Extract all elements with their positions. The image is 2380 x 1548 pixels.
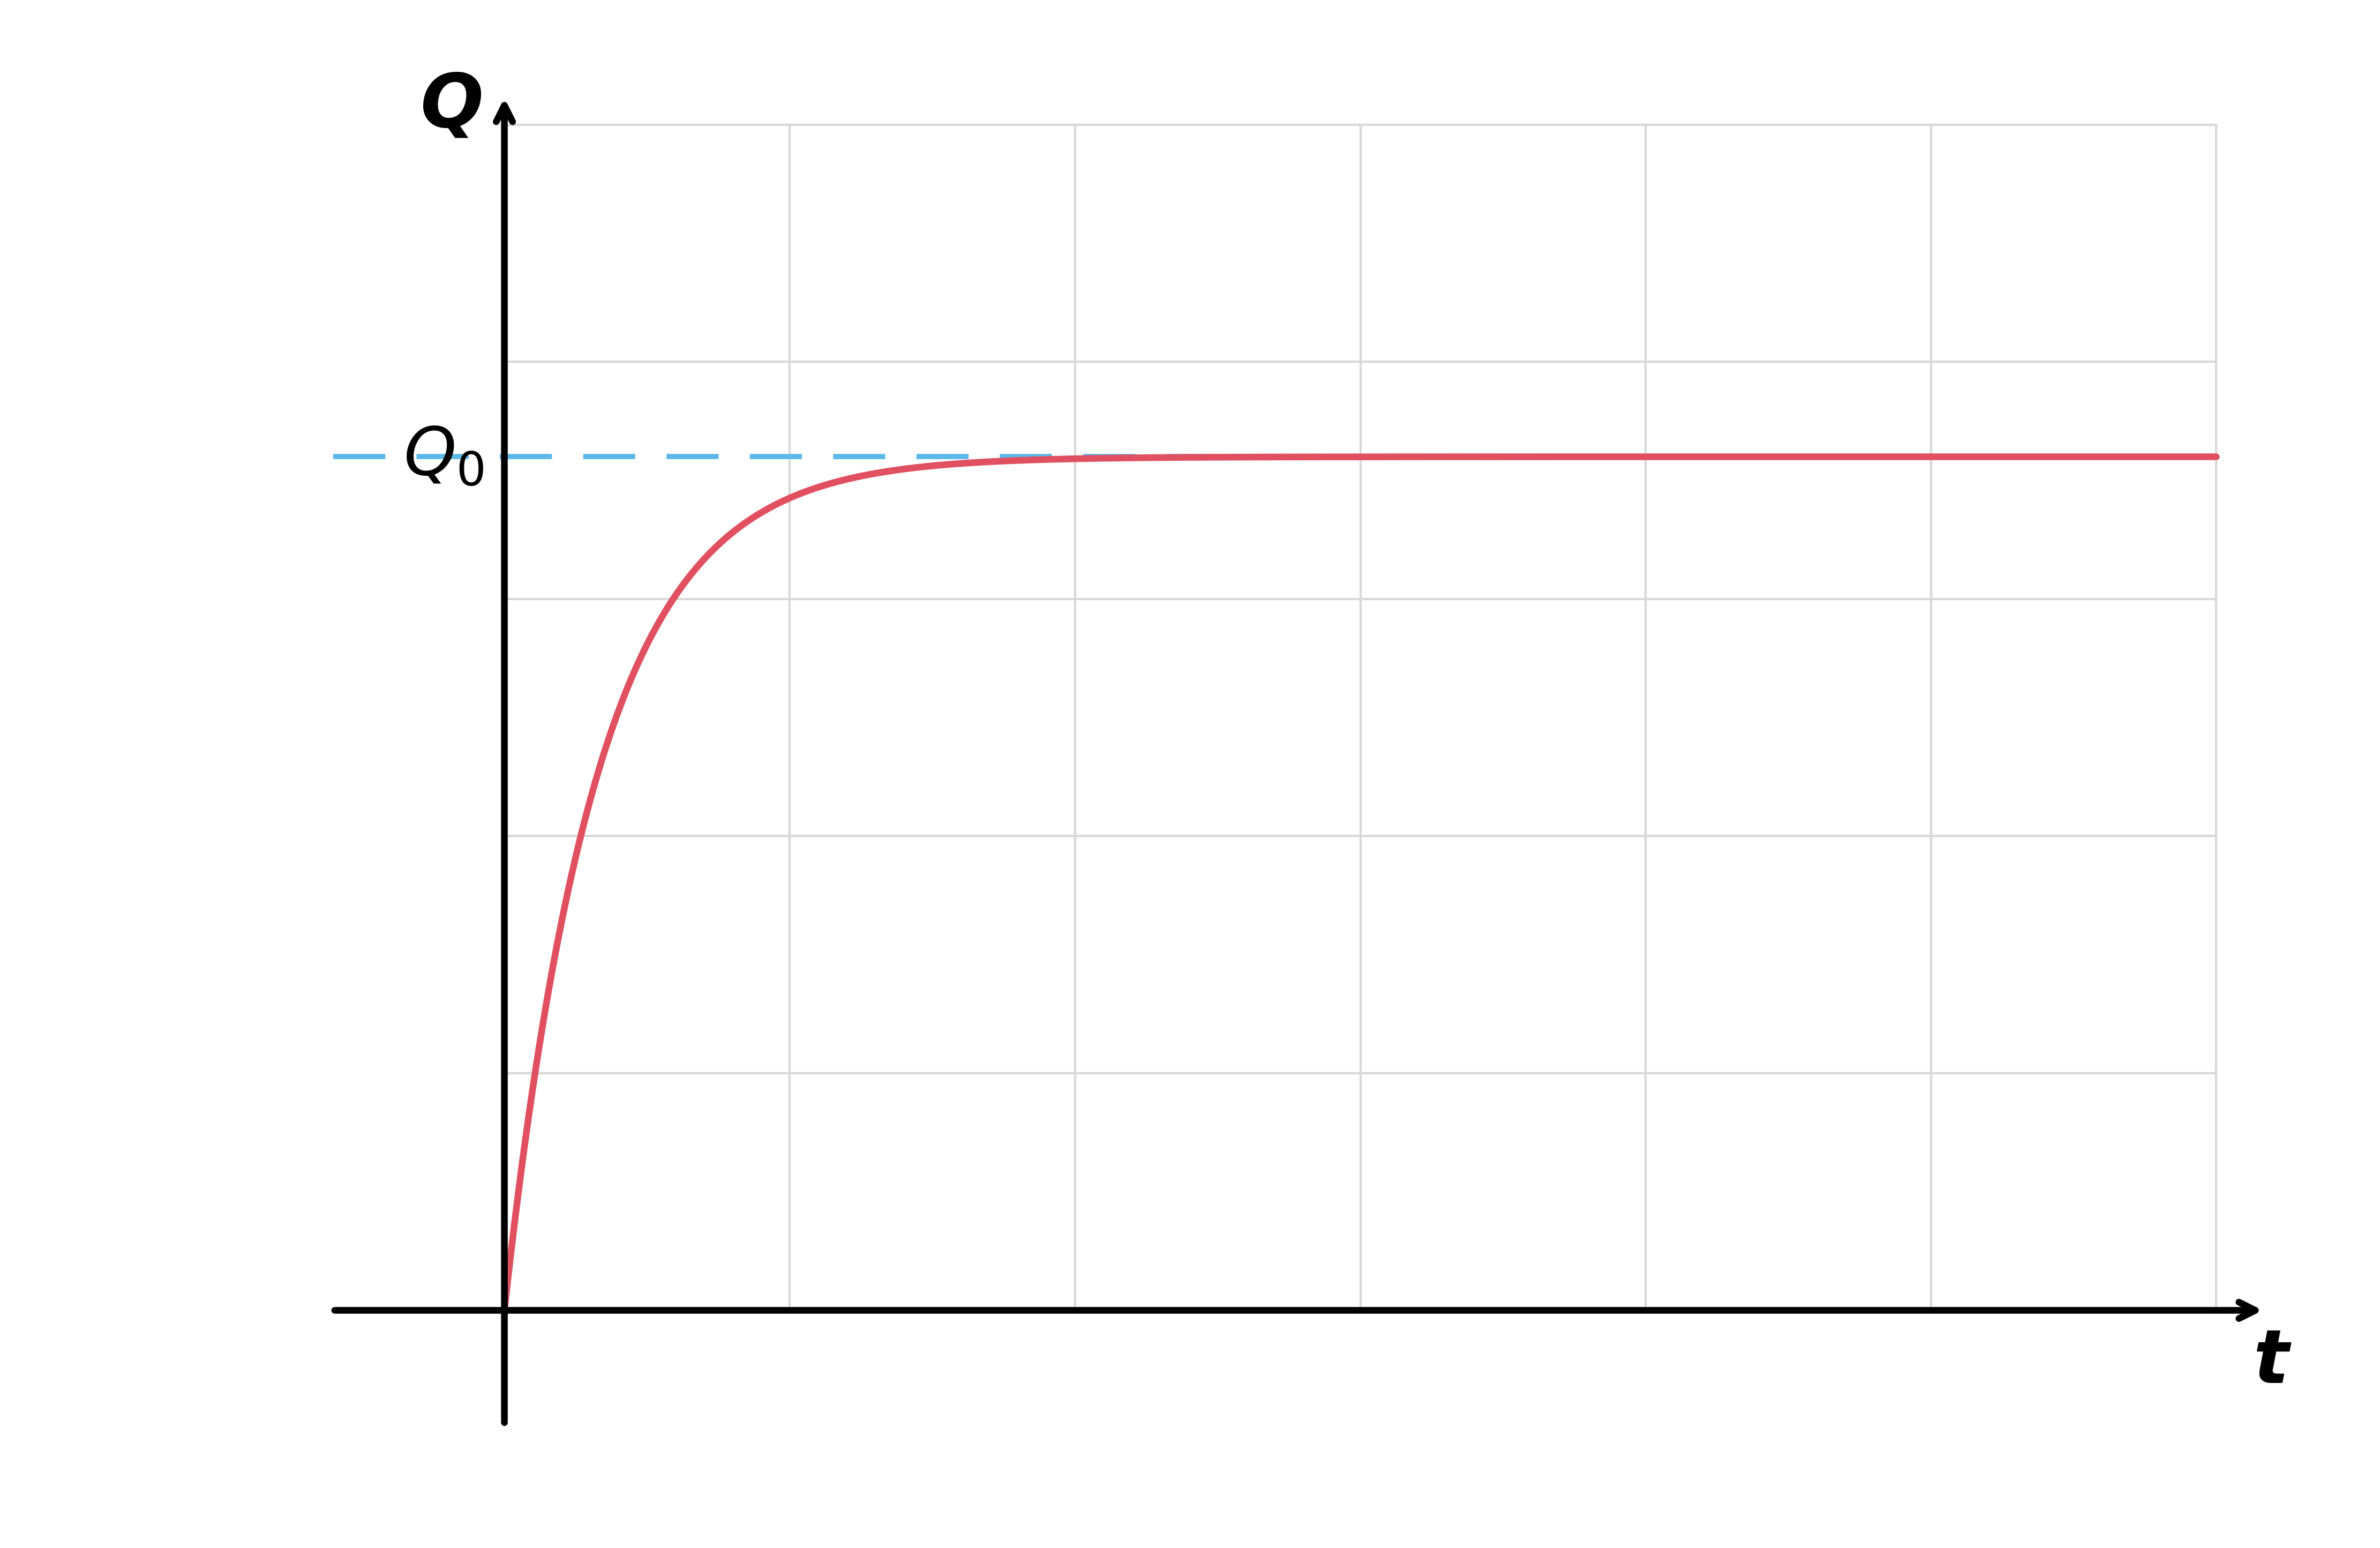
Text: $Q_0$: $Q_0$: [402, 424, 483, 489]
Text: t: t: [2254, 1327, 2290, 1399]
Text: Q: Q: [421, 70, 483, 142]
